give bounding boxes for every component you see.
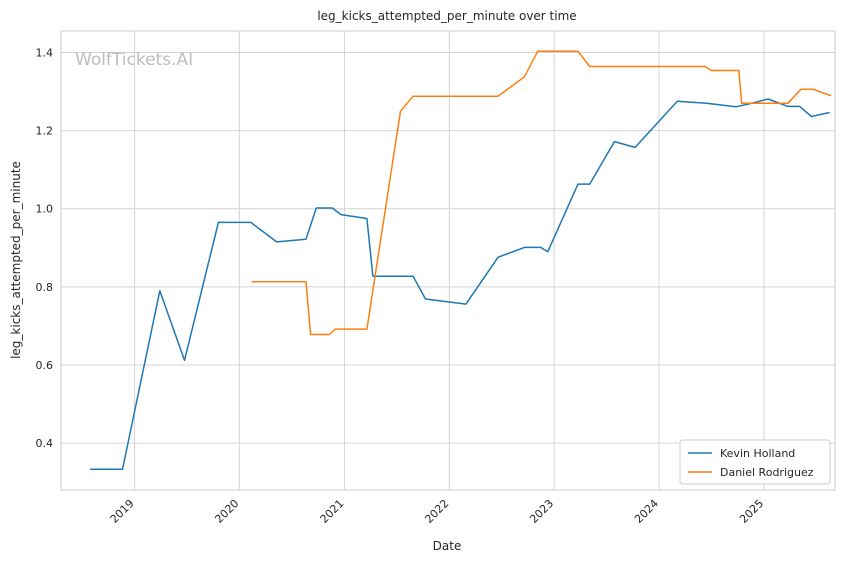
series-line-daniel-rodriguez bbox=[251, 50, 832, 336]
legend-label-kevin-holland: Kevin Holland bbox=[720, 447, 795, 460]
series-lines bbox=[89, 50, 832, 471]
y-tick-label: 1.4 bbox=[36, 46, 54, 59]
y-tick-label: 0.8 bbox=[36, 281, 54, 294]
y-tick-label: 0.6 bbox=[36, 359, 54, 372]
plot-area-frame bbox=[60, 30, 836, 491]
legend-label-daniel-rodriguez: Daniel Rodriguez bbox=[720, 466, 814, 479]
y-tick-label: 0.4 bbox=[36, 437, 54, 450]
legend: Kevin Holland Daniel Rodriguez bbox=[679, 439, 831, 485]
watermark: WolfTickets.AI bbox=[75, 50, 193, 70]
grid-lines bbox=[61, 31, 835, 490]
y-axis-ticks: 0.4 0.6 0.8 1.0 1.2 1.4 bbox=[36, 46, 54, 450]
series-line-kevin-holland bbox=[89, 98, 830, 471]
chart-title: leg_kicks_attempted_per_minute over time bbox=[317, 9, 576, 23]
y-axis-label: leg_kicks_attempted_per_minute bbox=[9, 161, 23, 359]
y-tick-label: 1.0 bbox=[36, 203, 54, 216]
legend-box bbox=[679, 439, 831, 485]
x-axis-label: Date bbox=[433, 539, 462, 553]
y-tick-label: 1.2 bbox=[36, 125, 54, 138]
